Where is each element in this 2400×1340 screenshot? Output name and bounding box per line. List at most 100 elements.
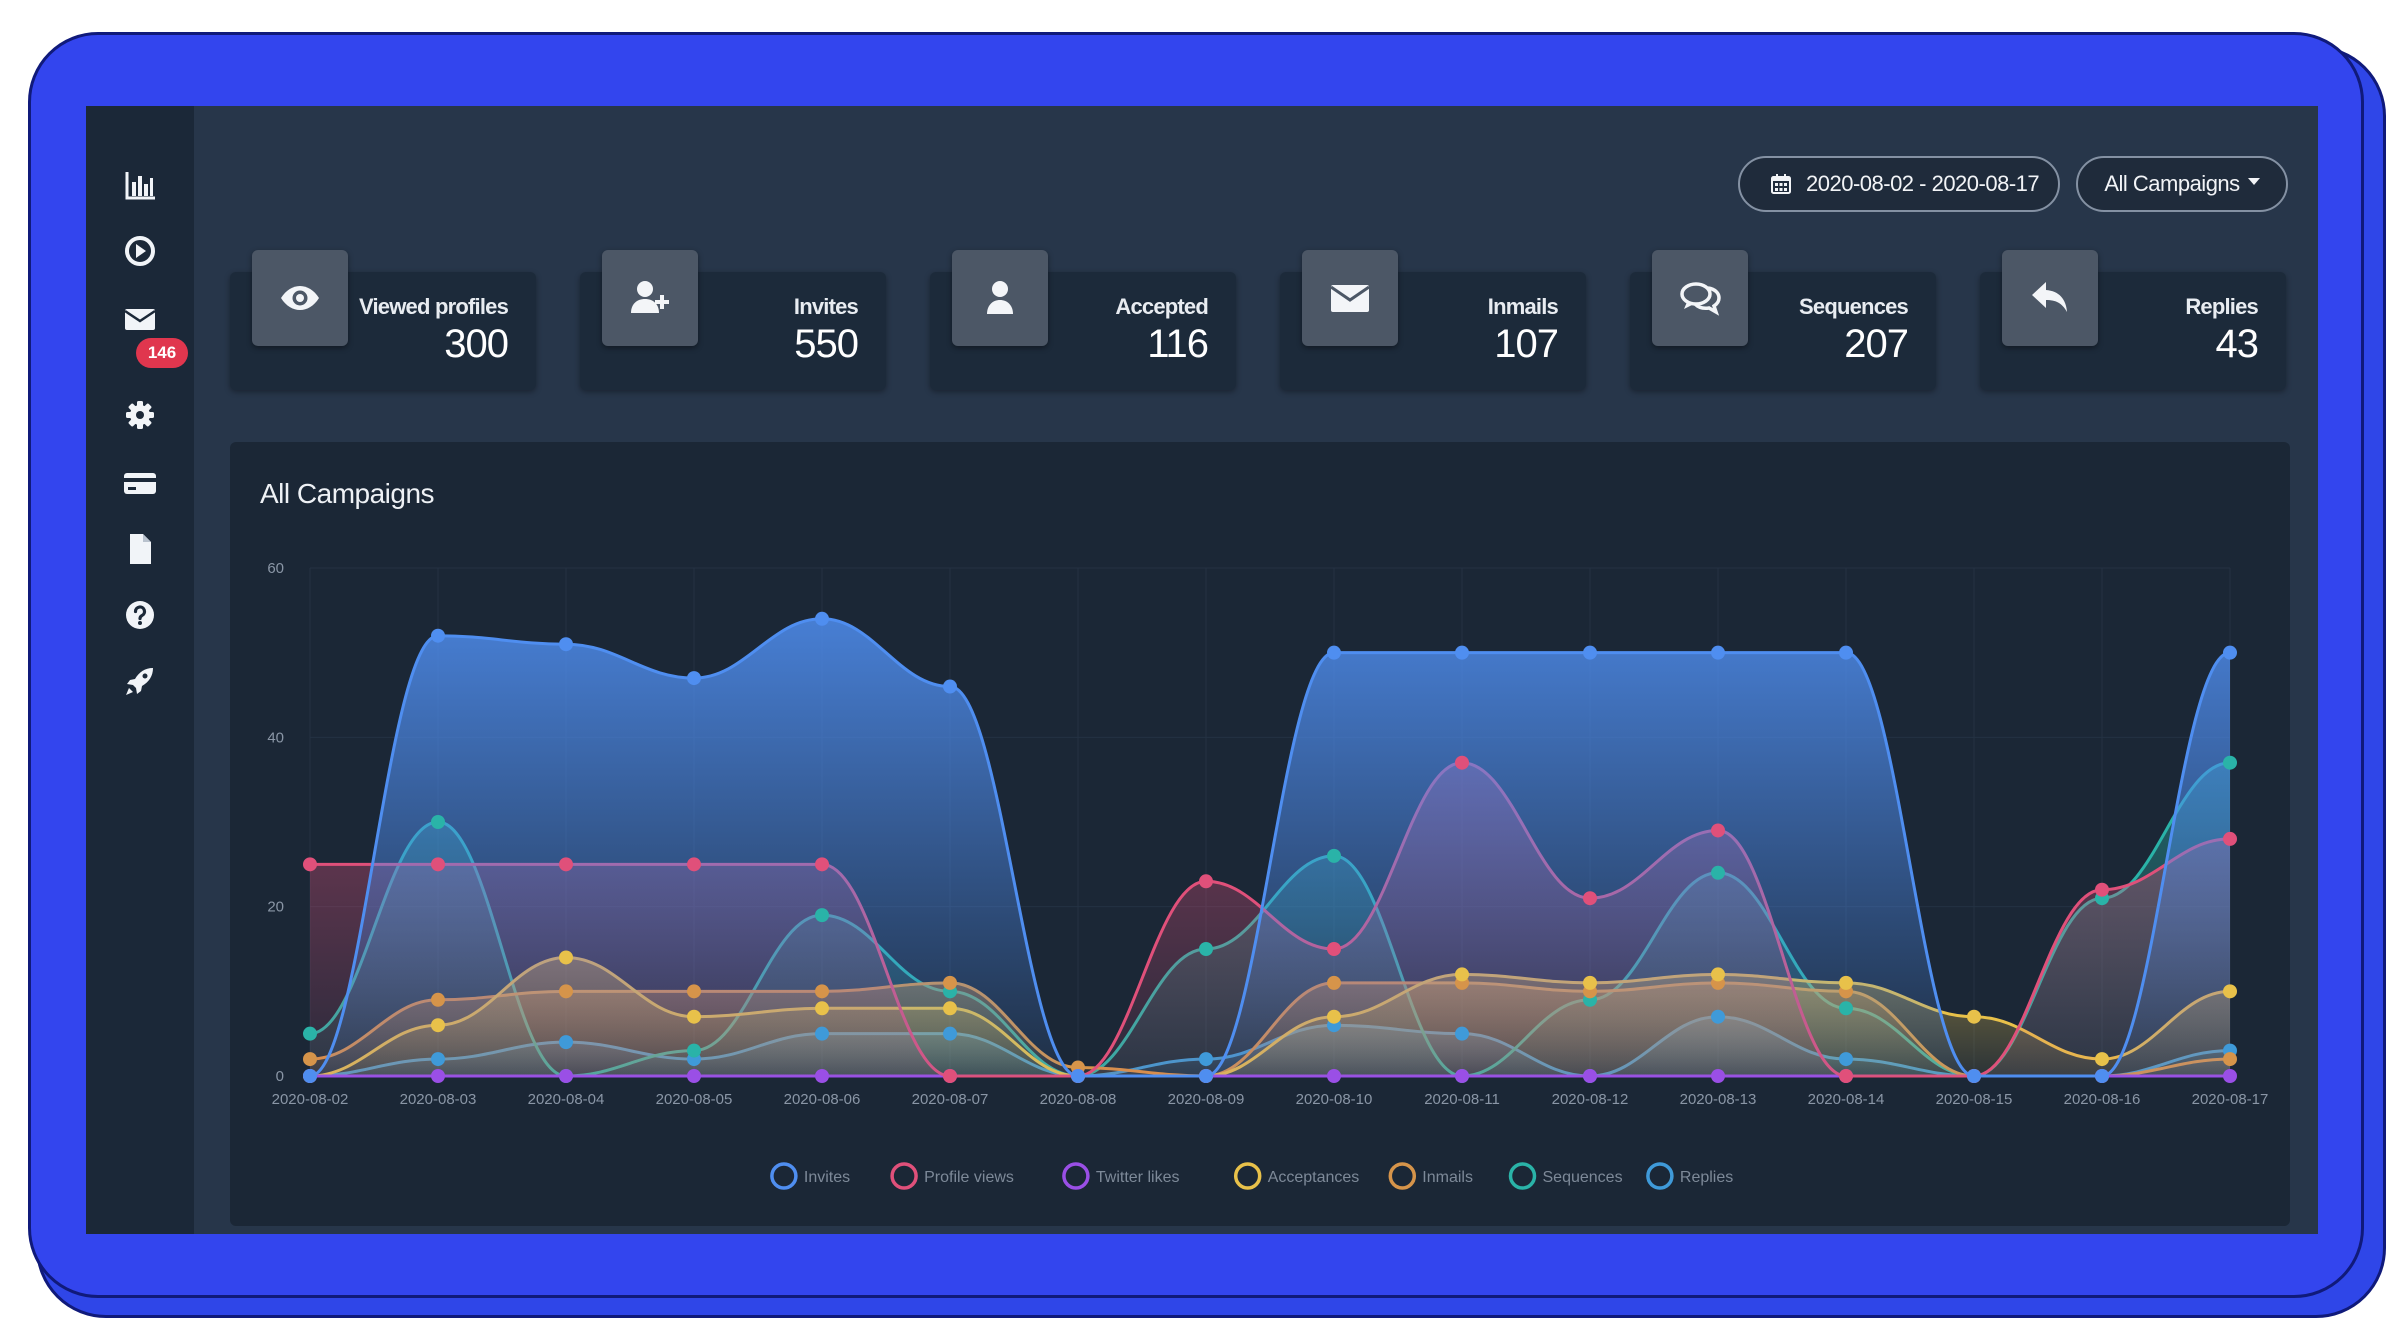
date-range-picker[interactable]: 2020-08-02 - 2020-08-17 (1738, 156, 2060, 212)
stat-icon-box (602, 250, 698, 346)
data-point (559, 637, 573, 652)
sidebar: 146 (86, 106, 194, 1234)
stat-value: 116 (1147, 322, 1209, 366)
data-point (1711, 967, 1725, 982)
data-point (1327, 1069, 1341, 1083)
data-point (687, 1069, 701, 1083)
sidebar-item-dashboard[interactable] (104, 162, 176, 208)
campaign-area-chart: 0 20 40 60 2020-08-02 2020-08-03 2020-08-04 202… (267, 560, 2268, 1190)
data-point (431, 1052, 445, 1067)
x-tick-label: 2020-08-15 (1936, 1091, 2013, 1108)
sidebar-item-billing[interactable] (104, 460, 176, 506)
legend-label: Profile views (924, 1169, 1014, 1186)
data-point (1327, 975, 1341, 990)
stat-label: Sequences (1799, 294, 1909, 319)
stat-label: Replies (2185, 294, 2258, 319)
legend-item[interactable]: Sequences (1508, 1162, 1623, 1190)
stat-icon-box (1652, 250, 1748, 346)
data-point (687, 1043, 701, 1058)
inbox-count-badge: 146 (136, 338, 188, 368)
gear-icon (126, 401, 154, 429)
y-tick-label: 40 (267, 729, 284, 746)
legend-swatch (1233, 1162, 1262, 1190)
data-point (2095, 1069, 2109, 1083)
stat-label: Viewed profiles (359, 294, 509, 319)
data-point (1839, 1069, 1853, 1083)
x-tick-label: 2020-08-07 (912, 1091, 989, 1108)
data-point (1583, 645, 1597, 660)
stat-value: 107 (1494, 322, 1559, 366)
x-tick-label: 2020-08-11 (1424, 1091, 1500, 1108)
data-point (1455, 1069, 1469, 1083)
campaign-filter-dropdown[interactable]: All Campaigns (2076, 156, 2288, 212)
stat-card-inmails: Inmails 107 (1280, 250, 1586, 390)
stat-value: 43 (2215, 322, 2259, 366)
data-point (1839, 645, 1853, 660)
data-point (687, 984, 701, 999)
data-point (1967, 1009, 1981, 1024)
legend-item[interactable]: Invites (770, 1162, 850, 1190)
data-point (943, 679, 957, 694)
stat-label: Accepted (1115, 294, 1208, 319)
data-point (431, 628, 445, 643)
data-point (431, 1069, 445, 1083)
sidebar-item-documents[interactable] (104, 526, 176, 572)
x-tick-label: 2020-08-04 (528, 1091, 605, 1108)
stat-value: 550 (794, 322, 859, 366)
data-point (303, 1069, 317, 1083)
rocket-icon (126, 668, 153, 695)
data-point (431, 815, 445, 829)
sidebar-item-inbox[interactable] (104, 296, 176, 342)
data-point (1071, 1069, 1085, 1083)
data-point (1583, 1069, 1597, 1083)
stat-card-replies: Replies 43 (1980, 250, 2286, 390)
data-point (1327, 942, 1341, 956)
data-point (1199, 1052, 1213, 1067)
sidebar-item-settings[interactable] (104, 392, 176, 438)
data-point (943, 1069, 957, 1083)
stat-label: Inmails (1487, 294, 1559, 319)
data-point (303, 1052, 317, 1067)
legend-item[interactable]: Twitter likes (1062, 1162, 1180, 1190)
legend-label: Sequences (1543, 1169, 1623, 1186)
data-point (1839, 1052, 1853, 1067)
legend-item[interactable]: Profile views (890, 1162, 1014, 1190)
stat-icon-box (252, 250, 348, 346)
sidebar-item-campaigns[interactable] (104, 228, 176, 274)
data-point (2223, 831, 2237, 846)
sidebar-item-launch[interactable] (104, 658, 176, 704)
app-screen: 146 (86, 106, 2318, 1234)
data-point (303, 1026, 317, 1041)
data-point (2223, 1052, 2237, 1067)
legend-swatch (1388, 1162, 1417, 1190)
sidebar-item-help[interactable] (104, 592, 176, 638)
data-point (559, 1035, 573, 1050)
x-tick-label: 2020-08-05 (656, 1091, 733, 1108)
stat-icon-box (1302, 250, 1398, 346)
data-point (1711, 645, 1725, 660)
data-point (1455, 1026, 1469, 1041)
legend-item[interactable]: Replies (1646, 1162, 1733, 1190)
legend-label: Inmails (1422, 1169, 1473, 1186)
x-tick-label: 2020-08-02 (272, 1091, 349, 1108)
legend-item[interactable]: Acceptances (1233, 1162, 1360, 1190)
stat-card-invites: Invites 550 (580, 250, 886, 390)
data-point (559, 950, 573, 965)
data-point (303, 857, 317, 872)
data-point (1327, 1009, 1341, 1024)
data-point (1839, 1001, 1853, 1016)
data-point (559, 1069, 573, 1083)
legend-swatch (890, 1162, 918, 1190)
data-point (943, 1026, 957, 1041)
stat-value: 300 (444, 322, 509, 366)
x-tick-label: 2020-08-14 (1808, 1091, 1885, 1108)
user-plus-icon (631, 281, 669, 313)
data-point (943, 975, 957, 990)
legend-item[interactable]: Inmails (1388, 1162, 1473, 1190)
bar-chart-icon (125, 172, 155, 200)
data-point (1711, 1069, 1725, 1083)
chart-title: All Campaigns (260, 478, 435, 509)
x-tick-label: 2020-08-03 (400, 1091, 477, 1108)
data-point (687, 857, 701, 872)
data-point (431, 857, 445, 872)
